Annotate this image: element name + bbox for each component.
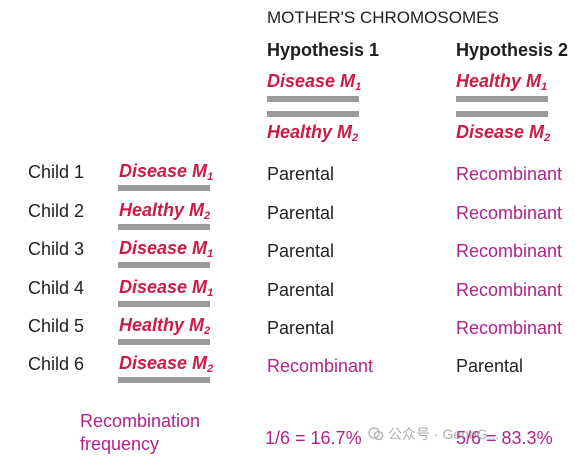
child-chromosome-bar (118, 262, 210, 268)
child-h2-result: Recombinant (456, 280, 563, 300)
child-h2-result: Recombinant (456, 318, 563, 338)
child-chromosome-bar (118, 224, 210, 230)
child-label: Child 1 (28, 162, 85, 182)
watermark-text: 公众号 · GeneG... (388, 426, 500, 442)
hypothesis-1-bottom-allele: Healthy M2 (267, 122, 359, 144)
hypothesis-2-bottom-allele: Disease M2 (456, 122, 551, 144)
hypothesis-2-frequency: 5/6 = 83.3% (456, 428, 553, 448)
hypothesis-2-chromosome-bar-bottom (456, 111, 548, 117)
child-h1-result: Parental (267, 164, 335, 184)
child-h2-result: Recombinant (456, 164, 563, 184)
child-label: Child 6 (28, 354, 85, 374)
watermark: 公众号 · GeneG... (368, 424, 499, 444)
child-h1-result: Parental (267, 318, 335, 338)
hypothesis-1-chromosome-bar-top (267, 96, 359, 102)
child-h1-result: Parental (267, 203, 335, 223)
child-chromosome-bar (118, 377, 210, 383)
child-allele: Healthy M2 (119, 315, 211, 337)
child-chromosome-bar (118, 339, 210, 345)
child-label: Child 5 (28, 316, 85, 336)
child-h1-result: Parental (267, 241, 335, 261)
hypothesis-1-frequency: 1/6 = 16.7% (265, 428, 362, 448)
child-label: Child 3 (28, 239, 85, 259)
child-h1-result: Parental (267, 280, 335, 300)
hypothesis-2-chromosome-bar-top (456, 96, 548, 102)
child-chromosome-bar (118, 185, 210, 191)
mothers-chromosomes-title: MOTHER'S CHROMOSOMES (267, 8, 499, 27)
recombination-frequency-label: Recombination frequency (80, 411, 201, 454)
child-allele: Healthy M2 (119, 200, 211, 222)
child-allele: Disease M1 (119, 161, 214, 183)
child-h1-result: Recombinant (267, 356, 374, 376)
hypothesis-1-chromosome-bar-bottom (267, 111, 359, 117)
child-allele: Disease M2 (119, 353, 214, 375)
child-chromosome-bar (118, 301, 210, 307)
child-label: Child 2 (28, 201, 85, 221)
hypothesis-2-top-allele: Healthy M1 (456, 71, 548, 93)
child-label: Child 4 (28, 278, 85, 298)
child-h2-result: Recombinant (456, 203, 563, 223)
child-allele: Disease M1 (119, 277, 214, 299)
hypothesis-1-title: Hypothesis 1 (267, 40, 380, 60)
hypothesis-1-top-allele: Disease M1 (267, 71, 362, 93)
child-h2-result: Parental (456, 356, 524, 376)
child-allele: Disease M1 (119, 238, 214, 260)
child-h2-result: Recombinant (456, 241, 563, 261)
wechat-icon (368, 426, 384, 442)
hypothesis-2-title: Hypothesis 2 (456, 40, 569, 60)
